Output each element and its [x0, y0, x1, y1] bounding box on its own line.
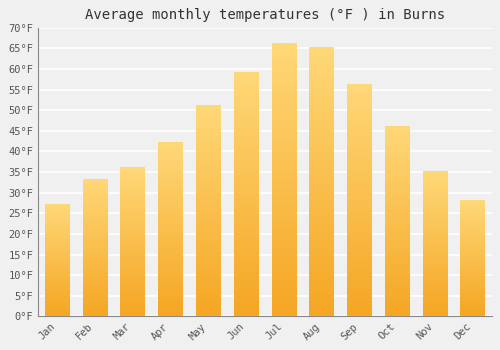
Title: Average monthly temperatures (°F ) in Burns: Average monthly temperatures (°F ) in Bu…: [85, 8, 445, 22]
